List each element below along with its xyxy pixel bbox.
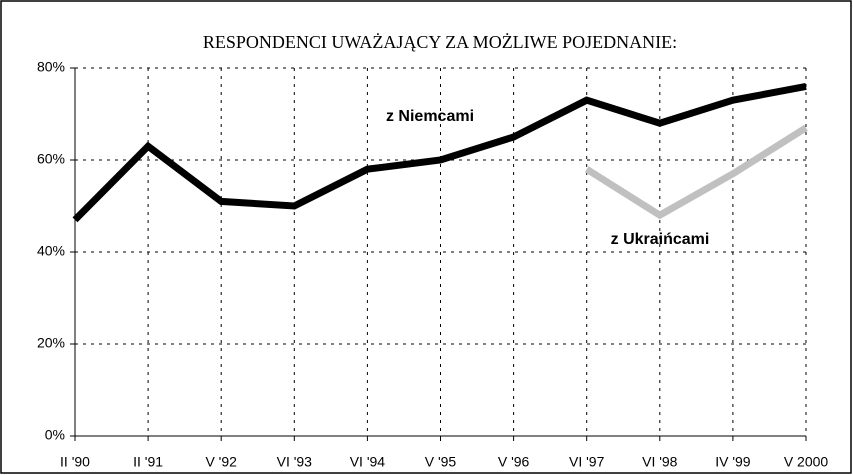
series-label: z Niemcami: [386, 108, 474, 125]
x-tick-label: V '92: [205, 454, 237, 470]
y-tick-label: 40%: [37, 243, 65, 259]
y-tick-label: 80%: [37, 59, 65, 75]
y-tick-label: 0%: [45, 427, 65, 443]
x-tick-label: V '95: [425, 454, 457, 470]
x-tick-label: V '96: [498, 454, 530, 470]
x-tick-label: VI '94: [350, 454, 386, 470]
series-label: z Ukraińcami: [611, 231, 710, 248]
x-tick-label: II '91: [133, 454, 163, 470]
x-tick-label: VI '97: [569, 454, 605, 470]
series-line: [72, 82, 807, 223]
y-tick-label: 60%: [37, 151, 65, 167]
series-line: [584, 124, 808, 220]
x-tick-label: VI '98: [642, 454, 678, 470]
x-tick-label: II '90: [60, 454, 90, 470]
x-tick-label: V 2000: [784, 454, 829, 470]
x-tick-label: VI '93: [277, 454, 313, 470]
y-tick-label: 20%: [37, 335, 65, 351]
chart-title: RESPONDENCI UWAŻAJĄCY ZA MOŻLIWE POJEDNA…: [203, 32, 677, 52]
x-tick-label: IV '99: [715, 454, 751, 470]
